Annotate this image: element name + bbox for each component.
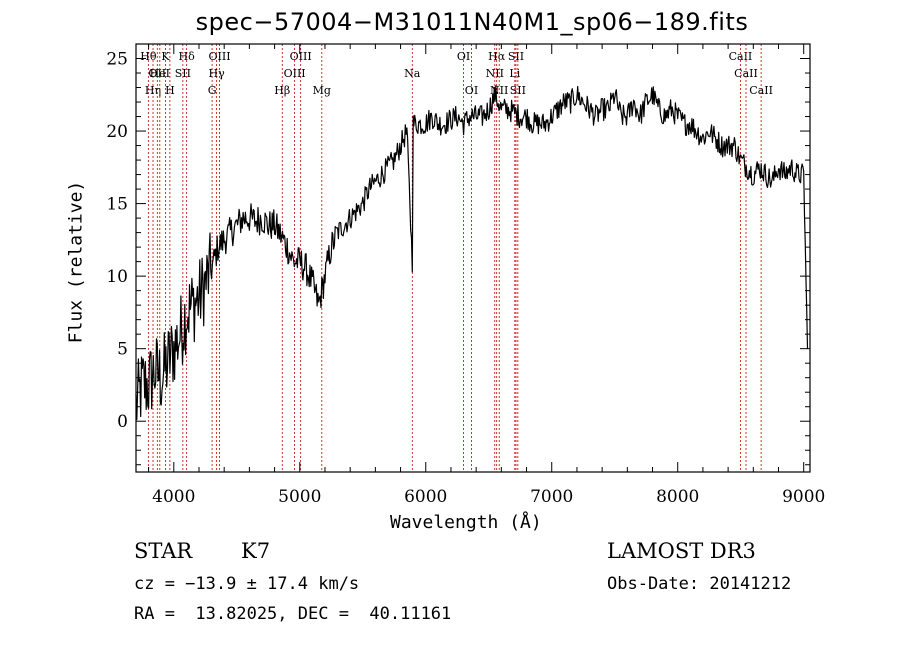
line-marker-label: OIII bbox=[284, 67, 306, 80]
line-marker-label: CaII bbox=[729, 50, 753, 63]
line-marker-label: NII bbox=[486, 67, 504, 80]
line-marker-label: CaII bbox=[749, 84, 773, 97]
x-tick-label: 8000 bbox=[656, 487, 699, 507]
y-tick-label: 0 bbox=[117, 412, 128, 432]
y-tick-label: 15 bbox=[106, 195, 128, 215]
line-marker-label: Hη bbox=[145, 84, 161, 97]
y-tick-label: 5 bbox=[117, 340, 128, 360]
line-marker-label: CaII bbox=[734, 67, 758, 80]
line-marker-label: OIII bbox=[208, 50, 230, 63]
line-marker-label: K bbox=[161, 50, 170, 63]
object-class: STAR bbox=[134, 539, 193, 563]
line-marker-label: Hβ bbox=[274, 84, 290, 97]
y-axis-label: Flux (relative) bbox=[65, 180, 87, 344]
line-marker-label: Hγ bbox=[209, 67, 226, 80]
line-marker-label: Li bbox=[509, 67, 520, 80]
subclass: K7 bbox=[241, 539, 271, 563]
survey-name: LAMOST DR3 bbox=[607, 539, 756, 563]
x-tick-label: 6000 bbox=[404, 487, 447, 507]
chart-title: spec−57004−M31011N40M1_sp06−189.fits bbox=[195, 8, 749, 36]
x-axis-label: Wavelength (Å) bbox=[390, 512, 542, 533]
line-marker-label: Na bbox=[404, 67, 421, 80]
line-marker-label: Hδ bbox=[179, 50, 196, 63]
line-marker-label: SII bbox=[175, 67, 191, 80]
plot-frame bbox=[135, 43, 811, 473]
x-axis-ticks: 4000 5000 6000 7000 8000 9000 bbox=[148, 44, 825, 507]
y-axis-ticks: 0 5 10 15 20 25 bbox=[106, 43, 810, 466]
line-marker-label: G bbox=[208, 84, 217, 97]
line-markers: HθHηOIIHeIKHSIIHδGHγOIIIHβOIIIOIIIMgNaOI… bbox=[140, 44, 773, 472]
y-tick-label: 20 bbox=[106, 122, 128, 142]
line-marker-label: Hθ bbox=[140, 50, 157, 63]
line-marker-label: Mg bbox=[313, 84, 331, 97]
line-marker-label: OIII bbox=[290, 50, 312, 63]
line-marker-label: SII bbox=[510, 84, 526, 97]
x-tick-label: 5000 bbox=[278, 487, 321, 507]
line-marker-label: SII bbox=[508, 50, 524, 63]
x-tick-label: 7000 bbox=[530, 487, 573, 507]
y-tick-label: 25 bbox=[106, 50, 128, 70]
line-marker-label: OI bbox=[465, 84, 478, 97]
obs-date: Obs-Date: 20141212 bbox=[607, 574, 792, 594]
redshift-cz: cz = −13.9 ± 17.4 km/s bbox=[134, 574, 360, 594]
y-tick-label: 10 bbox=[106, 267, 128, 287]
line-marker-label: OII bbox=[148, 67, 166, 80]
line-marker-label: Hα bbox=[488, 50, 506, 63]
x-tick-label: 9000 bbox=[782, 487, 825, 507]
x-tick-label: 4000 bbox=[152, 487, 195, 507]
ra-dec: RA = 13.82025, DEC = 40.11161 bbox=[134, 604, 452, 624]
spectrum-line bbox=[135, 85, 809, 421]
line-marker-label: H bbox=[165, 84, 175, 97]
line-marker-label: HeI bbox=[150, 67, 170, 80]
line-marker-label: OI bbox=[457, 50, 470, 63]
